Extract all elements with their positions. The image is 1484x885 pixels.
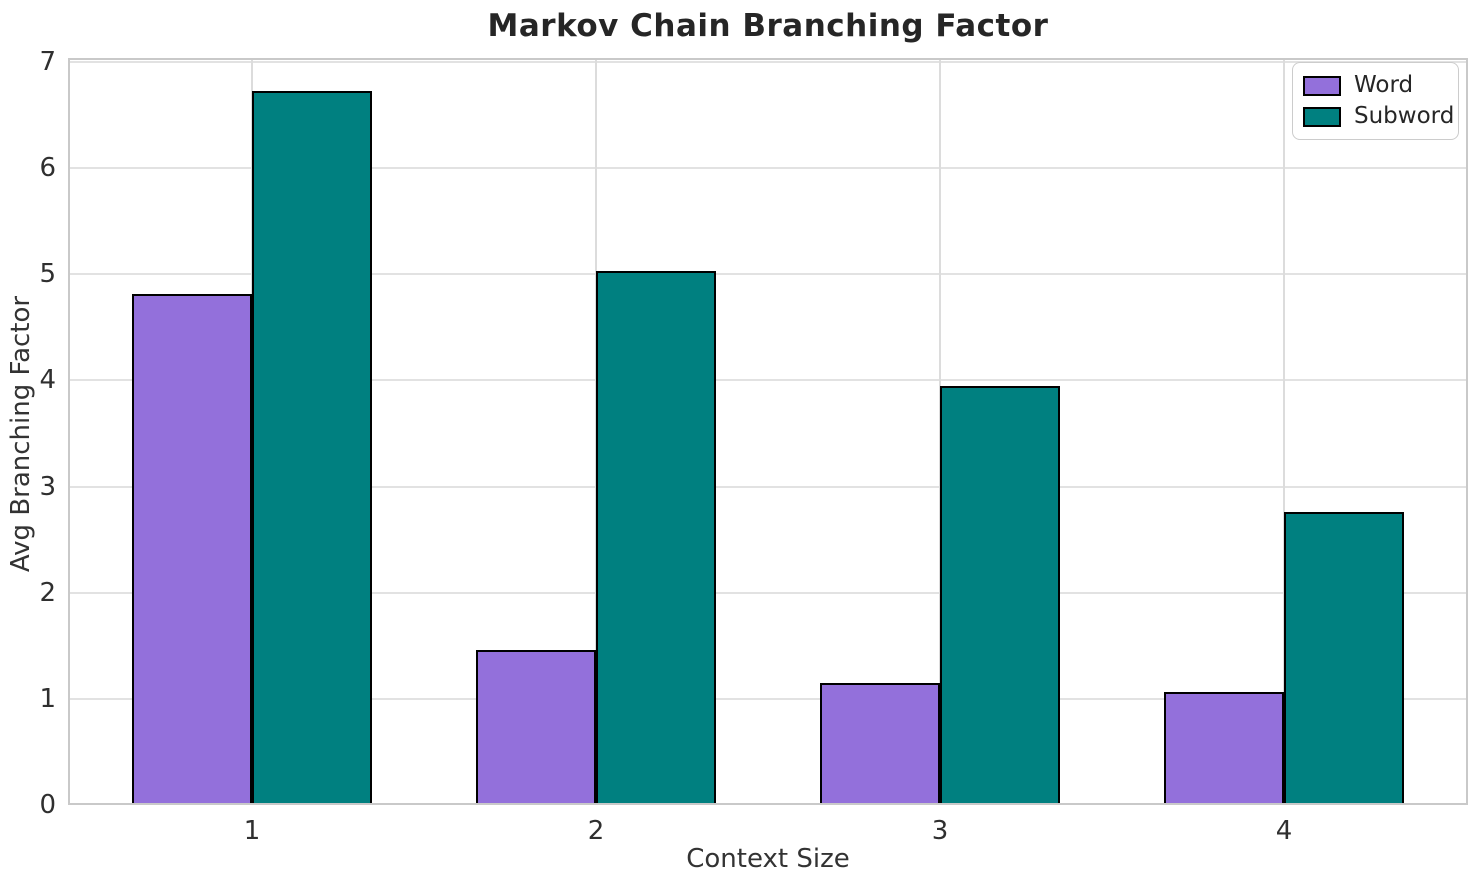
x-tick-label-3: 3 [931,816,949,846]
v-gridline-4 [1282,58,1285,805]
y-axis-label: Avg Branching Factor [6,295,36,573]
legend-item-word: Word [1303,70,1448,101]
legend-item-subword: Subword [1303,101,1454,132]
h-gridline-2 [68,591,1468,594]
legend-label-subword: Subword [1354,103,1455,129]
legend-swatch-word [1303,75,1341,96]
bar-word-4 [1163,692,1284,805]
y-tick-label-2: 2 [39,577,56,608]
h-gridline-7 [68,61,1468,63]
h-gridline-4 [68,379,1468,382]
bar-word-3 [819,682,940,805]
legend-label-word: Word [1354,72,1414,98]
h-gridline-5 [68,273,1468,276]
x-tick-label-2: 2 [587,816,605,846]
bar-subword-3 [939,385,1061,805]
legend-swatch-subword [1303,106,1341,127]
legend: Word Subword [1292,62,1459,140]
bar-subword-4 [1283,512,1405,805]
x-axis-label: Context Size [686,844,850,874]
h-gridline-6 [68,167,1468,170]
chart-title: Markov Chain Branching Factor [487,8,1049,44]
bar-word-1 [131,294,253,805]
y-tick-label-6: 6 [39,153,56,184]
y-tick-label-5: 5 [39,259,56,290]
h-gridline-1 [68,697,1468,700]
h-gridline-3 [68,485,1468,488]
y-tick-label-4: 4 [39,365,56,396]
y-tick-label-0: 0 [39,790,56,820]
x-tick-label-1: 1 [243,816,261,846]
y-tick-label-7: 7 [39,47,56,77]
x-tick-label-4: 4 [1275,816,1293,846]
bar-subword-1 [252,90,373,805]
bar-word-2 [475,650,596,805]
bar-subword-2 [596,271,717,805]
y-tick-label-3: 3 [39,471,56,502]
y-tick-label-1: 1 [39,683,56,714]
